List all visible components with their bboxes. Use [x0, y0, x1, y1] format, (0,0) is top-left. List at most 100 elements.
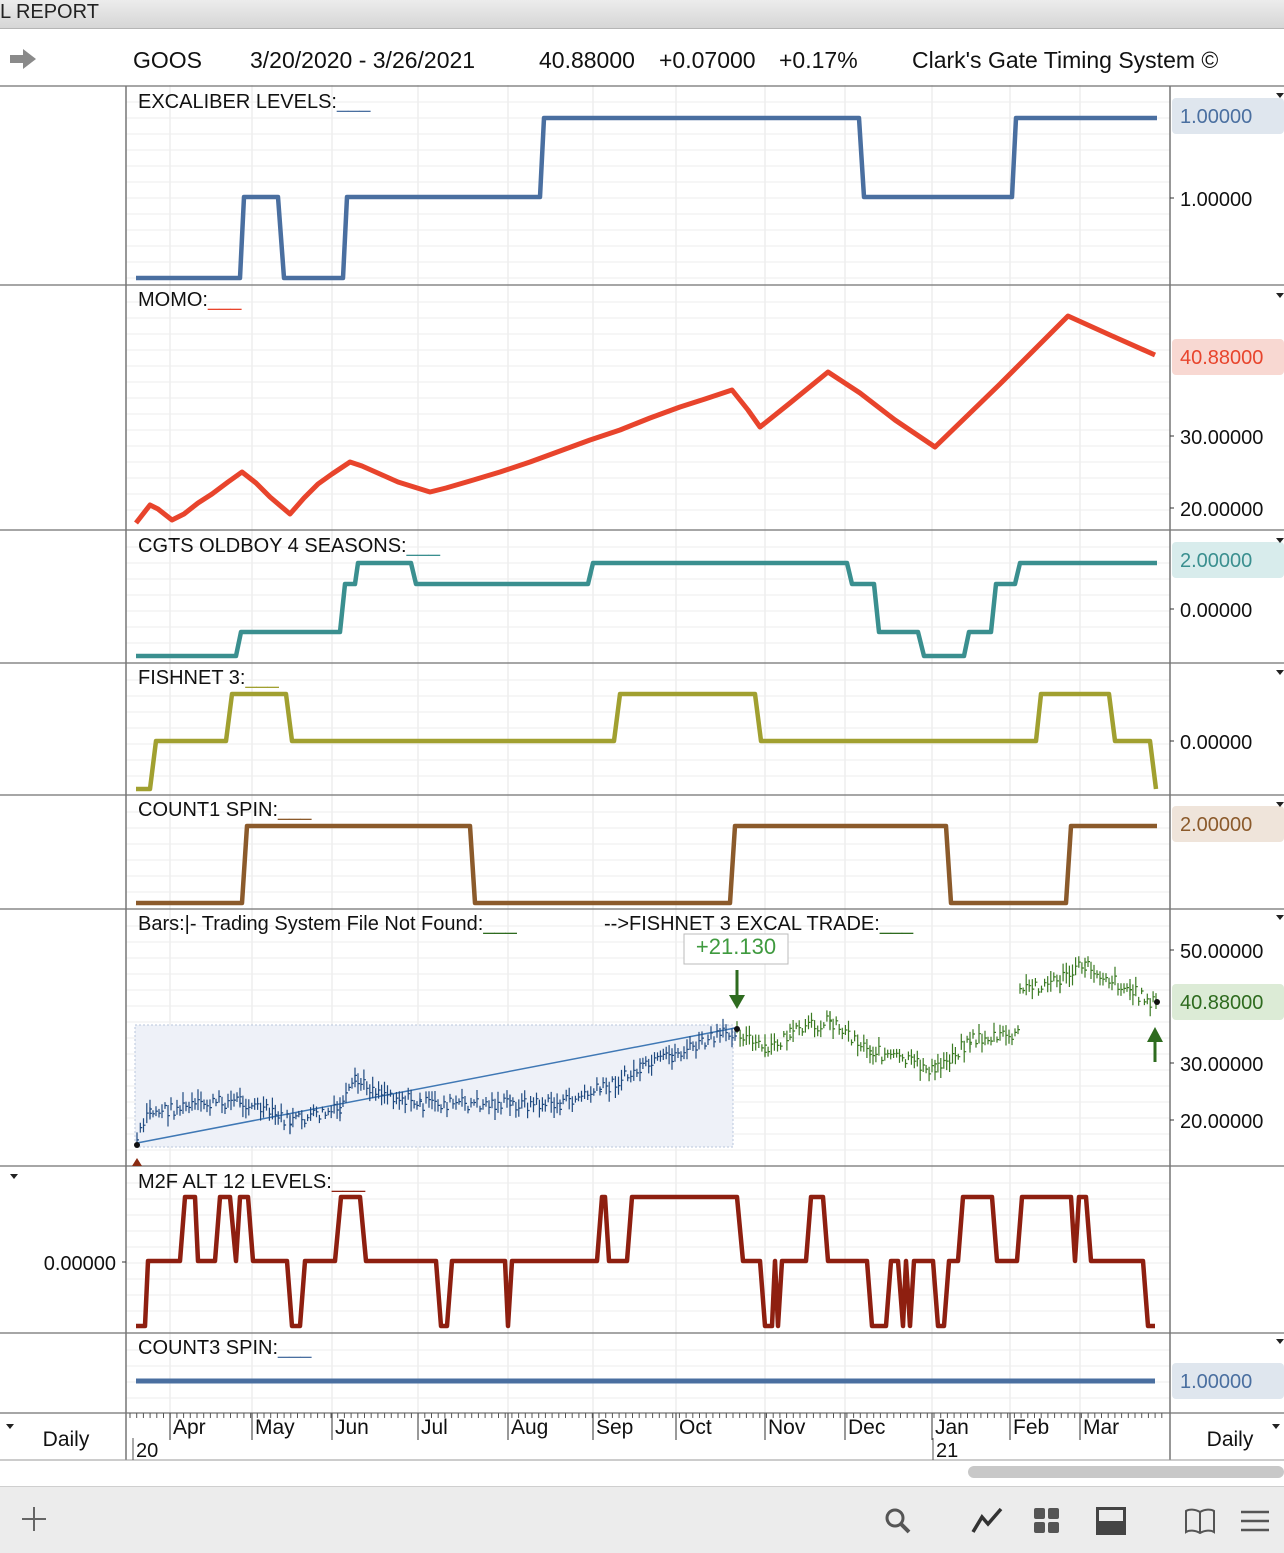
chevron-down-icon	[1276, 1339, 1284, 1344]
panel-label: Bars:|- Trading System File Not Found:__…	[138, 913, 518, 935]
price-bars	[1129, 976, 1158, 1017]
value-badge-label: 2.00000	[1180, 814, 1252, 836]
date-range: 3/20/2020 - 3/26/2021	[250, 47, 476, 73]
price-bars	[1084, 956, 1132, 997]
axis-month-label: Feb	[1013, 1416, 1049, 1439]
right-scale-label: 1.00000	[1180, 189, 1252, 211]
panel-label: COUNT1 SPIN:___	[138, 799, 312, 821]
trade-profit-box	[683, 933, 789, 965]
axis-month-label: Oct	[679, 1416, 712, 1439]
panel-label-blank: ___	[336, 91, 371, 113]
indicator-line	[134, 313, 1157, 525]
window-title: L REPORT	[0, 1, 99, 23]
line-chart-icon[interactable]	[970, 1505, 1004, 1535]
chevron-down-icon	[1276, 670, 1284, 675]
indicator-line	[136, 115, 1157, 281]
chevron-down-icon	[1276, 93, 1284, 98]
axis-month-label: Nov	[768, 1416, 806, 1439]
value-badge	[1172, 339, 1284, 375]
price-bars	[559, 1077, 602, 1116]
price-bars	[599, 1059, 642, 1102]
axis-month-label: Apr	[173, 1416, 206, 1439]
panel-label-blank: ___	[482, 913, 517, 935]
trade-profit-label: +21.130	[696, 934, 776, 959]
book-icon[interactable]	[1184, 1507, 1216, 1535]
search-icon[interactable]	[884, 1507, 912, 1535]
right-scale-label: 0.00000	[1180, 732, 1252, 754]
system-name: Clark's Gate Timing System ©	[912, 47, 1219, 73]
panel-label: EXCALIBER LEVELS:___	[138, 91, 371, 113]
value-badge	[1172, 542, 1284, 578]
price-bars	[419, 1088, 512, 1120]
panel-label-blank: ___	[879, 913, 914, 935]
start-marker	[132, 1158, 142, 1166]
axis-month-label: Jun	[335, 1416, 369, 1439]
price-bars	[354, 1069, 422, 1114]
axis-month-label: Jul	[421, 1416, 448, 1439]
price-scale: 1.00000 0.00000 1.00000 30.00000 20.00000 40.…	[10, 93, 1284, 1399]
panel-label-blank: ___	[277, 1337, 312, 1359]
value-badge	[1172, 1363, 1284, 1399]
price-bars	[639, 1045, 674, 1076]
axis-month-label: Dec	[848, 1416, 885, 1439]
arrow-right-icon[interactable]	[8, 46, 38, 78]
price-bars	[764, 1030, 792, 1057]
axis-month-label: May	[255, 1416, 295, 1439]
period-selector-left[interactable]: Daily	[43, 1428, 90, 1451]
chevron-down-icon	[6, 1424, 14, 1429]
value-badge-label: 2.00000	[1180, 550, 1252, 572]
price-change-percent: +0.17%	[779, 47, 858, 73]
trend-line	[136, 1027, 736, 1144]
window-title-bar: L REPORT	[0, 0, 1284, 29]
price-bars	[789, 1010, 832, 1042]
period-selector-right[interactable]: Daily	[1207, 1428, 1254, 1451]
price-bars	[969, 1022, 1020, 1053]
indicator-line	[136, 691, 1159, 792]
price-bars	[829, 1012, 872, 1058]
value-badge-label: 40.88000	[1180, 992, 1263, 1014]
panel-layout-icon[interactable]	[1096, 1507, 1126, 1535]
price-bars	[869, 1037, 937, 1082]
panel-label: M2F ALT 12 LEVELS:___	[138, 1171, 366, 1193]
panel-labels: EXCALIBER LEVELS:___ MOMO:___ CGTS OLDBOY …	[138, 91, 914, 1359]
right-scale-label: 20.00000	[1180, 499, 1263, 521]
chevron-down-icon	[1276, 802, 1284, 807]
indicator-line	[136, 823, 1157, 906]
axis-month-label: Jan	[935, 1416, 969, 1439]
right-scale-label: 50.00000	[1180, 941, 1263, 963]
price-bars	[289, 1095, 342, 1135]
price-bars	[1019, 971, 1062, 1000]
horizontal-scrollbar[interactable]	[968, 1466, 1284, 1478]
price-bars	[934, 1033, 972, 1081]
last-bar-marker	[1154, 999, 1160, 1005]
chevron-down-icon	[1272, 1424, 1280, 1429]
panel-frame	[0, 85, 1284, 1461]
menu-icon[interactable]	[1240, 1509, 1270, 1533]
chevron-down-icon	[10, 1174, 18, 1179]
x-axis: Apr May Jun Jul Aug Sep Oct Nov Dec Jan Feb Mar 20 21…	[6, 1413, 1280, 1462]
chevron-down-icon	[1276, 293, 1284, 298]
indicator-series: +21.130	[132, 115, 1163, 1384]
value-badge	[1172, 984, 1284, 1020]
chart-area[interactable]: +21.130 EXCALIBER LEVELS:___ MOMO:___ CGTS…	[0, 85, 1284, 1485]
plus-icon[interactable]	[20, 1505, 48, 1533]
axis-month-label: Mar	[1083, 1416, 1119, 1439]
symbol: GOOS	[133, 47, 203, 73]
chevron-down-icon	[1276, 915, 1284, 920]
axis-month-label: Sep	[596, 1416, 633, 1439]
price-bars	[509, 1090, 562, 1119]
axis-year-label: 21	[936, 1440, 958, 1462]
value-badge-label: 40.88000	[1180, 347, 1263, 369]
left-scale-label: 0.00000	[44, 1253, 116, 1275]
panel-label: COUNT3 SPIN:___	[138, 1337, 312, 1359]
sell-arrow-head	[729, 995, 745, 1009]
grid-lines	[126, 85, 1170, 1413]
price-bars	[736, 1021, 767, 1058]
price-bars	[239, 1087, 292, 1134]
right-scale-label: 30.00000	[1180, 427, 1263, 449]
chevron-down-icon	[1276, 538, 1284, 543]
panel-label-blank: ___	[244, 667, 279, 689]
right-scale-label: 30.00000	[1180, 1054, 1263, 1076]
panel-label-blank: ___	[406, 535, 441, 557]
grid-layout-icon[interactable]	[1033, 1507, 1061, 1535]
